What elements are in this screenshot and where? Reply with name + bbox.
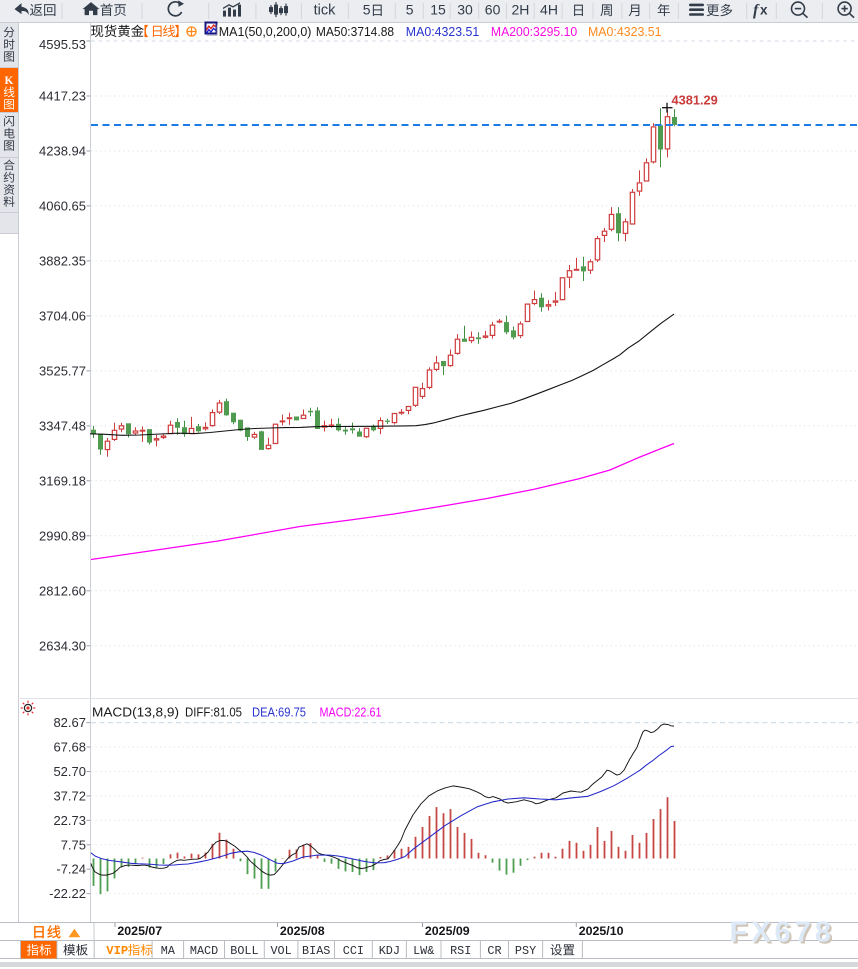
svg-text:7.75: 7.75 [61, 837, 86, 852]
svg-text:2990.89: 2990.89 [39, 528, 86, 543]
svg-text:MA50:3714.88: MA50:3714.88 [316, 24, 394, 39]
svg-text:PSY: PSY [515, 944, 536, 958]
svg-text:4417.23: 4417.23 [39, 88, 86, 103]
svg-text:VOL: VOL [270, 944, 291, 958]
svg-text:MA: MA [161, 944, 176, 958]
svg-text:f: f [753, 2, 760, 19]
svg-text:4060.65: 4060.65 [39, 198, 86, 213]
svg-text:3525.77: 3525.77 [39, 363, 86, 378]
svg-text:MACD:22.61: MACD:22.61 [320, 705, 382, 720]
svg-text:3169.18: 3169.18 [39, 473, 86, 488]
svg-text:MA200:3295.10: MA200:3295.10 [491, 24, 577, 39]
svg-text:60: 60 [485, 2, 501, 18]
svg-text:KDJ: KDJ [379, 944, 400, 958]
svg-text:MA0:4323.51: MA0:4323.51 [588, 24, 662, 39]
svg-text:2634.30: 2634.30 [39, 638, 86, 653]
svg-text:MA1(50,0,200,0): MA1(50,0,200,0) [219, 24, 312, 39]
svg-text:tick: tick [314, 3, 337, 19]
svg-text:VIP: VIP [106, 944, 128, 958]
svg-text:2812.60: 2812.60 [39, 583, 86, 598]
svg-text:DEA:69.75: DEA:69.75 [252, 705, 306, 720]
svg-text:K: K [5, 75, 14, 87]
svg-text:15: 15 [430, 2, 446, 18]
svg-text:2025/08: 2025/08 [280, 924, 325, 938]
svg-text:MACD(13,8,9): MACD(13,8,9) [92, 705, 179, 720]
svg-text:DIFF:81.05: DIFF:81.05 [185, 705, 242, 720]
svg-text:x: x [760, 3, 768, 18]
svg-text:4238.94: 4238.94 [39, 143, 86, 158]
svg-text:52.70: 52.70 [53, 764, 86, 779]
svg-text:2H: 2H [511, 2, 529, 18]
svg-text:BOLL: BOLL [230, 944, 258, 958]
svg-text:-7.24: -7.24 [56, 862, 86, 877]
svg-text:4595.53: 4595.53 [39, 37, 86, 52]
svg-text:4H: 4H [540, 2, 558, 18]
svg-text:2025/07: 2025/07 [117, 924, 162, 938]
svg-text:FX678: FX678 [732, 919, 837, 951]
svg-text:5: 5 [363, 2, 371, 18]
svg-text:2025/10: 2025/10 [579, 924, 624, 938]
svg-text:82.67: 82.67 [53, 715, 86, 730]
svg-text:67.68: 67.68 [53, 740, 86, 755]
svg-text:3882.35: 3882.35 [39, 253, 86, 268]
svg-text:5: 5 [406, 2, 414, 18]
svg-text:CR: CR [487, 944, 501, 958]
svg-text:4381.29: 4381.29 [672, 93, 718, 108]
svg-text:3347.48: 3347.48 [39, 418, 86, 433]
svg-text:-22.22: -22.22 [49, 886, 86, 901]
svg-text:2025/09: 2025/09 [425, 924, 470, 938]
svg-text:MACD: MACD [190, 944, 218, 958]
svg-text:FX678: FX678 [730, 917, 835, 949]
svg-text:BIAS: BIAS [302, 944, 330, 958]
svg-text:RSI: RSI [450, 944, 471, 958]
svg-text:CCI: CCI [343, 944, 364, 958]
svg-text:30: 30 [457, 2, 473, 18]
svg-text:3704.06: 3704.06 [39, 308, 86, 323]
svg-text:22.73: 22.73 [53, 813, 86, 828]
svg-text:LW&: LW& [413, 944, 434, 958]
svg-text:37.72: 37.72 [53, 788, 86, 803]
svg-text:MA0:4323.51: MA0:4323.51 [406, 24, 480, 39]
